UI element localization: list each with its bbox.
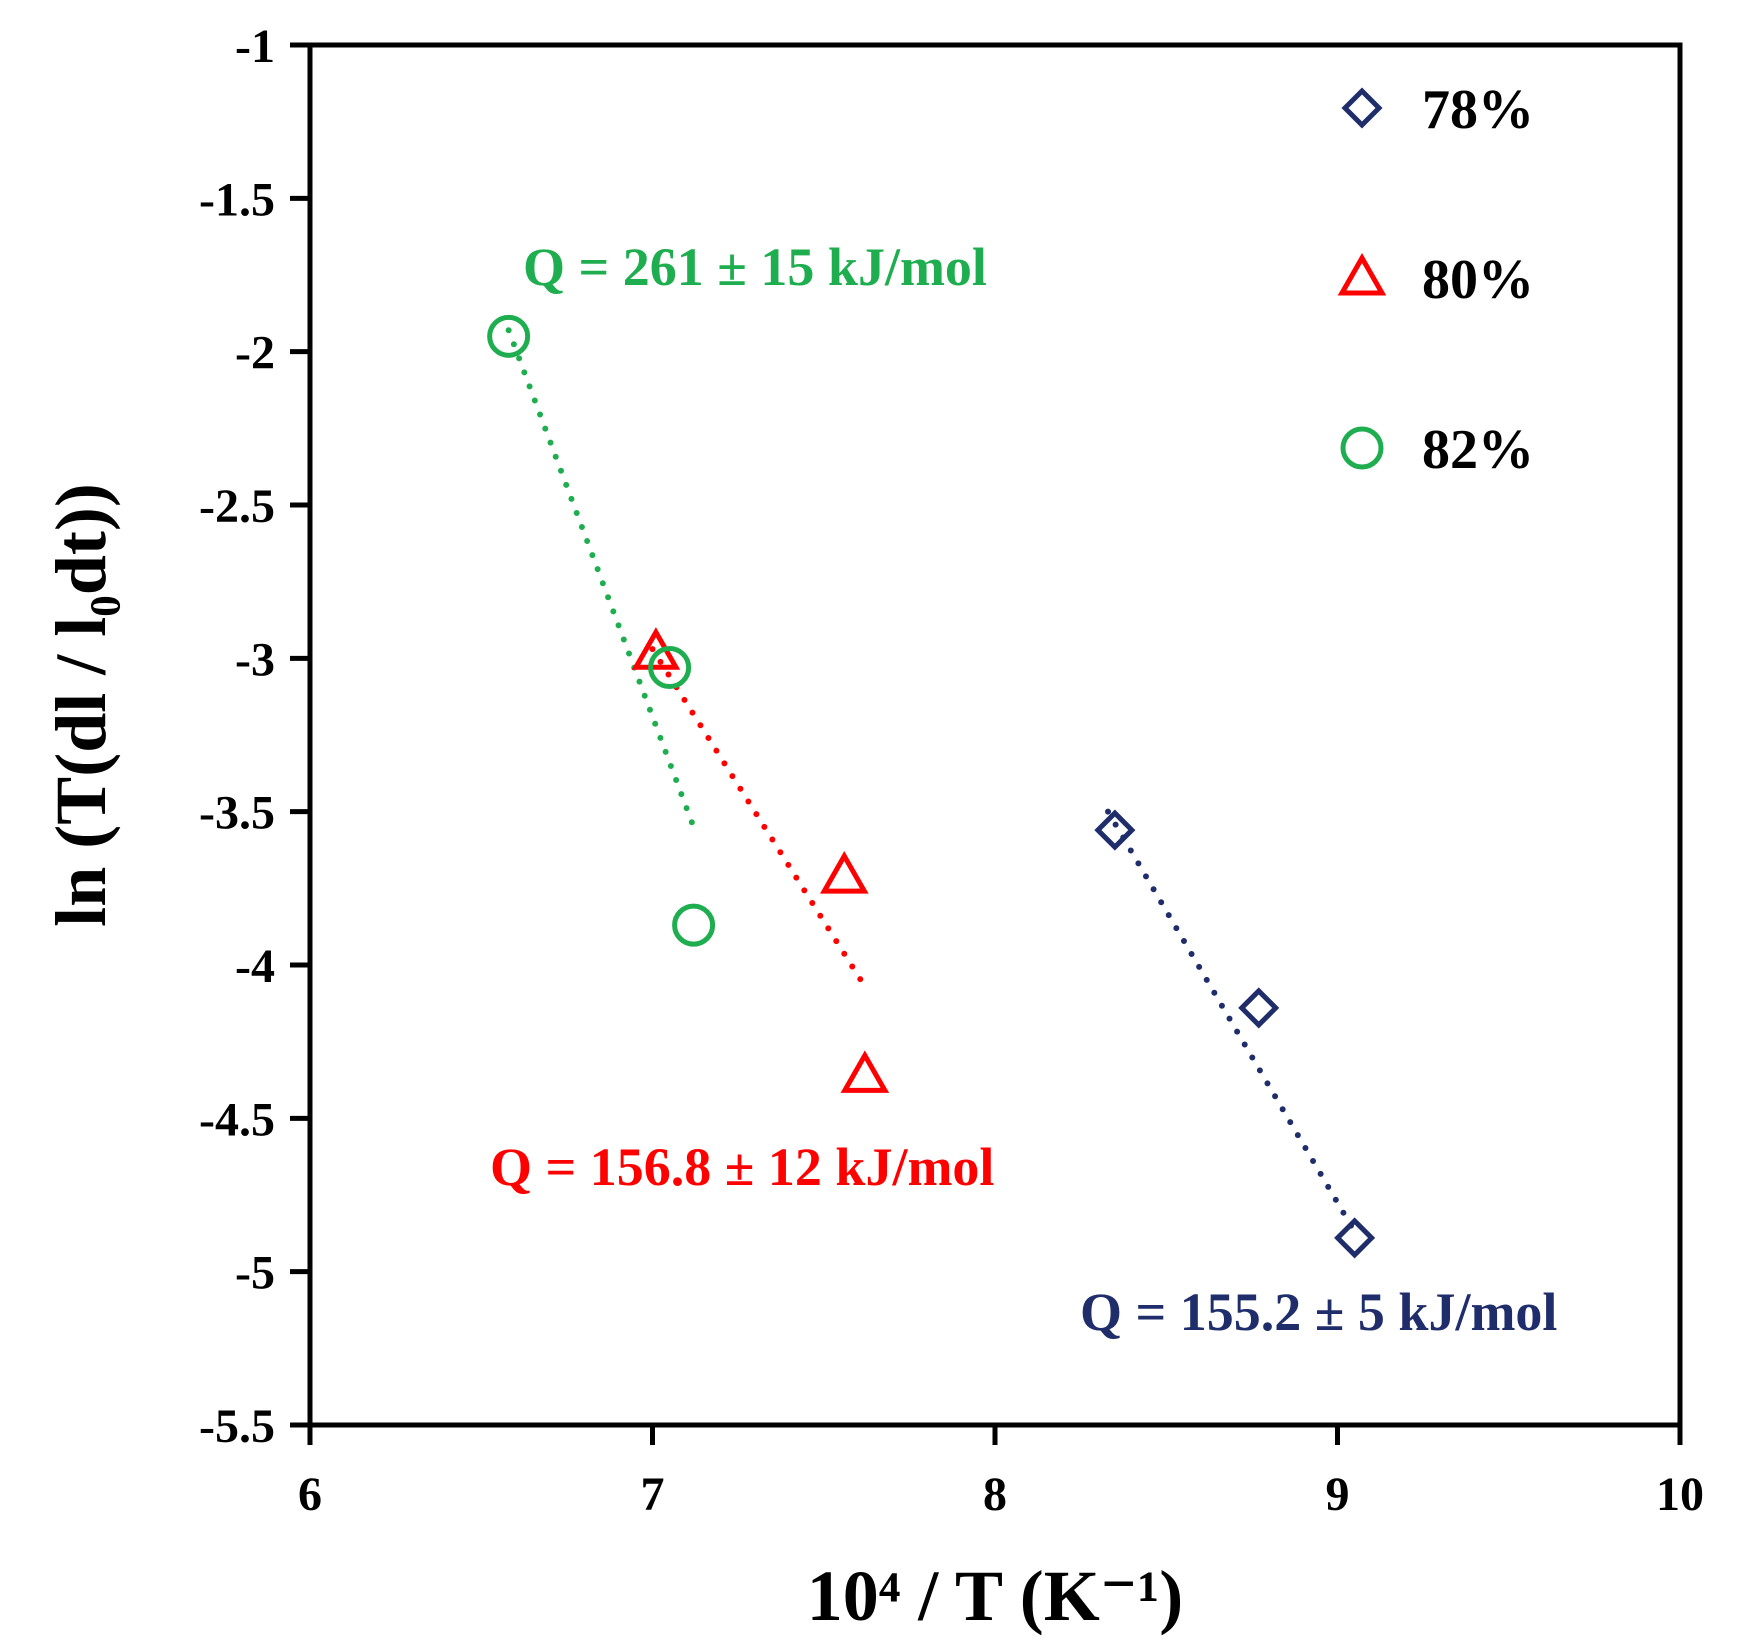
x-tick-label: 6 [298,1468,322,1521]
y-tick-label: -1 [235,20,275,73]
y-tick-label: -3.5 [199,787,275,840]
legend-marker [1340,426,1384,470]
axis-titles: 10⁴ / T (K⁻¹) ln (T(dl / l₀dt)) [41,483,1183,1636]
data-point [819,851,869,894]
legend: 78% 80% 82% [1337,79,1534,481]
data-point [672,903,716,947]
data-point [648,646,692,690]
data-point [1238,987,1280,1029]
data-points [487,314,1376,1259]
x-tick-label: 7 [641,1468,665,1521]
y-tick-label: -5.5 [199,1400,275,1453]
y-axis-title: ln (T(dl / l₀dt)) [41,483,121,927]
axis-ticks: 6 7 8 9 10 -1 -1.5 -2 -2.5 -3 -3.5 -4 -4.5 -5 -5.5 [199,20,1704,1521]
y-tick-label: -2.5 [199,480,275,533]
legend-label: 78% [1422,79,1534,141]
annotations: Q = 155.2 ± 5 kJ/mol Q = 156.8 ± 12 kJ/mo… [490,237,1557,1342]
legend-marker [1341,87,1383,129]
legend-label: 80% [1422,249,1534,311]
y-tick-label: -5 [235,1247,275,1300]
y-tick-label: -1.5 [199,173,275,226]
data-point [840,1050,890,1093]
trendline [1105,808,1358,1235]
x-tick-label: 10 [1656,1468,1704,1521]
legend-marker [1337,252,1387,296]
x-axis-title: 10⁴ / T (K⁻¹) [807,1556,1184,1636]
activation-energy-annotation: Q = 156.8 ± 12 kJ/mol [490,1137,994,1197]
x-tick-label: 8 [983,1468,1007,1521]
legend-label: 82% [1422,419,1534,481]
y-tick-label: -4.5 [199,1093,275,1146]
data-point [487,314,531,358]
data-point [1094,809,1136,851]
activation-energy-annotation: Q = 155.2 ± 5 kJ/mol [1080,1282,1557,1342]
activation-energy-annotation: Q = 261 ± 15 kJ/mol [523,237,987,297]
trendlines [505,327,1358,1235]
x-tick-label: 9 [1326,1468,1350,1521]
trendline [505,327,701,840]
data-point [1334,1217,1376,1259]
trendline [649,646,868,990]
y-tick-label: -3 [235,633,275,686]
y-tick-label: -2 [235,327,275,380]
y-tick-label: -4 [235,940,275,993]
